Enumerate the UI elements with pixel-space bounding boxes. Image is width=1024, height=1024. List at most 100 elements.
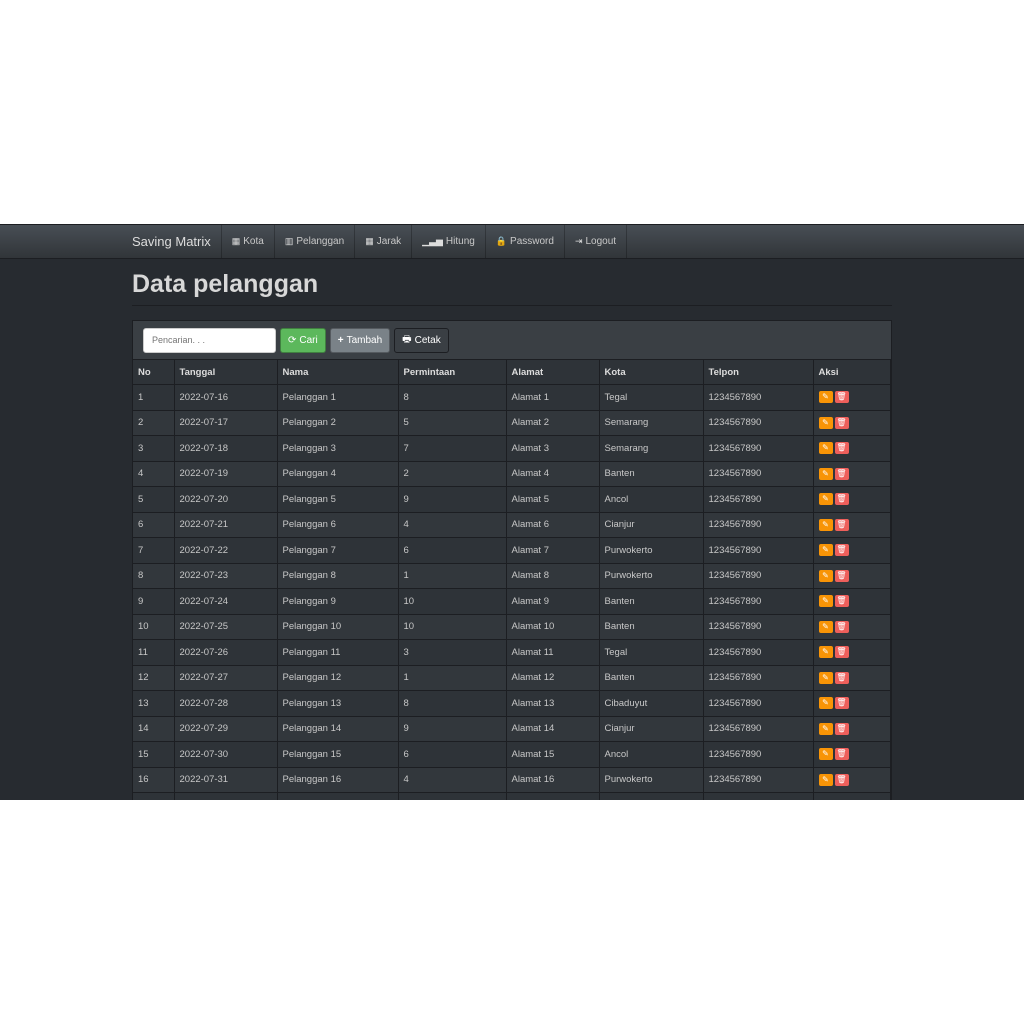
trash-icon[interactable]: 🗑 — [834, 391, 849, 404]
actions-cell: ✎🗑 — [813, 639, 891, 665]
table-cell: Alamat 9 — [506, 588, 600, 614]
edit-icon[interactable]: ✎ — [818, 748, 833, 761]
nav-item-kota[interactable]: ▦ Kota — [222, 225, 275, 258]
table-row: 5 2022-07-20 Pelanggan 5 9 Alamat 5 Ancol 1234… — [133, 486, 891, 512]
table-cell — [398, 792, 507, 800]
edit-icon[interactable]: ✎ — [818, 799, 833, 800]
table-cell: 1234567890 — [703, 690, 814, 716]
table-cell: 4 — [133, 460, 175, 487]
grid-icon: ▦ — [365, 236, 374, 246]
actions-cell: ✎🗑 — [813, 715, 891, 742]
actions-cell: ✎🗑 — [813, 792, 891, 800]
table-cell: 2 — [133, 409, 175, 436]
edit-icon[interactable]: ✎ — [818, 671, 833, 684]
table-cell: 2022-07-29 — [174, 715, 278, 742]
table-cell: 1234567890 — [703, 460, 814, 487]
table-cell: Banten — [599, 664, 704, 691]
table-cell: 14 — [133, 715, 175, 742]
trash-icon[interactable]: 🗑 — [834, 518, 849, 531]
table-cell: Ancol — [599, 486, 704, 512]
table-cell: Alamat 3 — [506, 435, 600, 461]
edit-icon[interactable]: ✎ — [818, 773, 833, 786]
cari-button[interactable]: ⟳ Cari — [280, 327, 326, 353]
brand-link[interactable]: Saving Matrix — [122, 225, 222, 258]
table-cell: 12 — [133, 664, 175, 691]
actions-cell: ✎🗑 — [813, 588, 891, 614]
trash-icon[interactable]: 🗑 — [834, 595, 849, 608]
table-cell: Pelanggan 7 — [277, 537, 399, 563]
nav-item-jarak[interactable]: ▦ Jarak — [355, 225, 413, 258]
table-row: 9 2022-07-24 Pelanggan 9 10 Alamat 9 Banten 12… — [133, 588, 891, 614]
table-cell: Pelanggan 4 — [277, 460, 399, 487]
trash-icon[interactable]: 🗑 — [834, 569, 849, 582]
table-cell: Alamat 6 — [506, 511, 600, 538]
tambah-button[interactable]: + Tambah — [329, 327, 391, 353]
cetak-button[interactable]: 🖶 Cetak — [394, 327, 449, 353]
table-cell: 4 — [398, 511, 507, 538]
edit-icon[interactable]: ✎ — [818, 518, 833, 531]
trash-icon[interactable]: 🗑 — [834, 442, 849, 455]
nav-item-hitung[interactable]: ▁▃▅ Hitung — [412, 225, 486, 258]
edit-icon[interactable]: ✎ — [818, 595, 833, 608]
table-cell: 2022-07-17 — [174, 409, 278, 436]
nav-item-pelanggan[interactable]: ▥ Pelanggan — [275, 225, 356, 258]
actions-cell: ✎🗑 — [813, 435, 891, 461]
edit-icon[interactable]: ✎ — [818, 569, 833, 582]
trash-icon[interactable]: 🗑 — [834, 467, 849, 480]
table-cell: Pelanggan 8 — [277, 562, 399, 589]
edit-icon[interactable]: ✎ — [818, 467, 833, 480]
trash-icon[interactable]: 🗑 — [834, 748, 849, 761]
trash-icon[interactable]: 🗑 — [834, 416, 849, 429]
edit-icon[interactable]: ✎ — [818, 544, 833, 557]
table-cell: Purwokerto — [599, 766, 704, 793]
actions-cell: ✎🗑 — [813, 511, 891, 538]
table-cell: 1234567890 — [703, 715, 814, 742]
trash-icon[interactable]: 🗑 — [834, 620, 849, 633]
trash-icon[interactable]: 🗑 — [834, 799, 849, 800]
table-cell: Semarang — [599, 409, 704, 436]
actions-cell: ✎🗑 — [813, 613, 891, 640]
table-cell: 7 — [398, 435, 507, 461]
edit-icon[interactable]: ✎ — [818, 620, 833, 633]
column-header: No — [133, 359, 175, 385]
table-cell: 1 — [133, 384, 175, 410]
table-row: 10 2022-07-25 Pelanggan 10 10 Alamat 10 Bante… — [133, 613, 891, 640]
trash-icon[interactable]: 🗑 — [834, 646, 849, 659]
edit-icon[interactable]: ✎ — [818, 391, 833, 404]
table-cell: Alamat 16 — [506, 766, 600, 793]
table-cell: 2022-07-27 — [174, 664, 278, 691]
nav-item-logout[interactable]: ⇥ Logout — [565, 225, 628, 258]
edit-icon[interactable]: ✎ — [818, 722, 833, 735]
edit-icon[interactable]: ✎ — [818, 646, 833, 659]
table-cell: Banten — [599, 588, 704, 614]
trash-icon[interactable]: 🗑 — [834, 773, 849, 786]
table-cell: 2022-07-19 — [174, 460, 278, 487]
nav-label: Kota — [243, 236, 264, 247]
nav-item-password[interactable]: 🔒 Password — [486, 225, 565, 258]
table-cell: 1234567890 — [703, 511, 814, 538]
nav-label: Jarak — [376, 236, 402, 247]
trash-icon[interactable]: 🗑 — [834, 722, 849, 735]
actions-cell: ✎🗑 — [813, 741, 891, 767]
table-cell: 3 — [398, 639, 507, 665]
table-cell: 2022-07-28 — [174, 690, 278, 716]
trash-icon[interactable]: 🗑 — [834, 671, 849, 684]
trash-icon[interactable]: 🗑 — [834, 493, 849, 506]
table-cell: Banten — [599, 460, 704, 487]
edit-icon[interactable]: ✎ — [818, 697, 833, 710]
search-input[interactable] — [143, 327, 276, 353]
table-cell: Alamat 10 — [506, 613, 600, 640]
actions-cell: ✎🗑 — [813, 562, 891, 589]
column-header: Aksi — [813, 359, 891, 385]
column-header: Kota — [599, 359, 704, 385]
edit-icon[interactable]: ✎ — [818, 416, 833, 429]
table-cell: 13 — [133, 690, 175, 716]
trash-icon[interactable]: 🗑 — [834, 697, 849, 710]
print-icon: 🖶 — [402, 333, 412, 345]
edit-icon[interactable]: ✎ — [818, 493, 833, 506]
edit-icon[interactable]: ✎ — [818, 442, 833, 455]
trash-icon[interactable]: 🗑 — [834, 544, 849, 557]
table-cell: 1234567890 — [703, 384, 814, 410]
navbar: Saving Matrix ▦ Kota ▥ Pelanggan ▦ Jarak ▁▃▅ Hi… — [0, 224, 1024, 259]
table-cell: Alamat 8 — [506, 562, 600, 589]
